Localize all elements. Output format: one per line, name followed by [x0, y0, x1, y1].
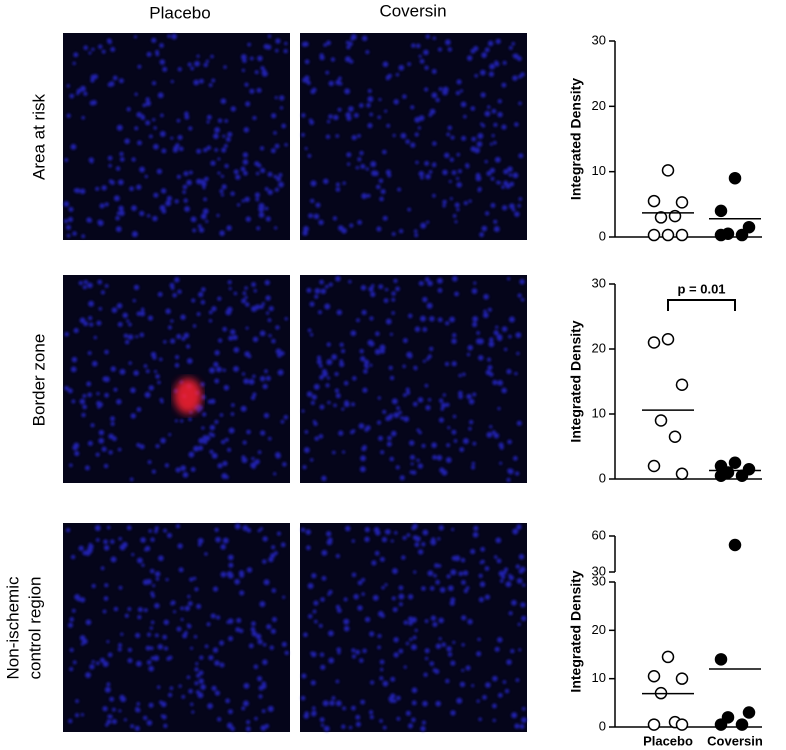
nuclei	[65, 523, 289, 732]
y-tick-label: 30	[592, 32, 606, 47]
y-tick-label: 10	[592, 670, 606, 685]
data-point	[728, 538, 742, 552]
nuclei	[64, 277, 289, 482]
nuclei	[300, 523, 527, 732]
data-point	[742, 706, 756, 719]
y-tick-label: 0	[599, 470, 606, 485]
y-tick-label: 20	[592, 622, 606, 637]
data-point	[728, 456, 742, 469]
y-tick-label: 20	[592, 340, 606, 355]
data-point	[675, 228, 689, 242]
y-axis-label: Integrated Density	[568, 320, 584, 442]
significance-bracket	[667, 299, 736, 311]
data-point	[647, 670, 661, 683]
data-point	[661, 228, 675, 242]
data-point	[735, 228, 749, 242]
y-tick-label: 60	[592, 527, 606, 542]
data-point	[647, 336, 661, 349]
y-axis-label: Integrated Density	[568, 570, 584, 692]
data-point	[742, 220, 756, 234]
y-tick-label: 10	[592, 405, 606, 420]
x-tick-label: Coversin	[707, 733, 763, 748]
data-point	[647, 718, 661, 731]
y-tick-label: 30	[592, 573, 606, 588]
data-point	[675, 467, 689, 481]
data-point	[714, 469, 728, 482]
data-point	[714, 718, 728, 731]
data-point	[654, 211, 668, 224]
data-point	[675, 378, 689, 391]
data-point	[735, 469, 749, 482]
micrograph	[63, 523, 290, 732]
x-tick-label: Placebo	[643, 733, 693, 748]
row-label: Area at risk	[29, 94, 48, 180]
data-point	[675, 718, 689, 731]
data-point	[714, 653, 728, 666]
red-stain	[174, 378, 202, 414]
data-point	[675, 672, 689, 685]
y-tick-label: 0	[599, 718, 606, 733]
row-label: Non-ischemic	[3, 576, 22, 679]
data-point	[661, 164, 675, 177]
data-point	[668, 430, 682, 443]
micrograph	[63, 33, 290, 240]
data-point	[728, 171, 742, 185]
column-label: Placebo	[149, 3, 210, 22]
column-label: Coversin	[379, 1, 446, 20]
data-point	[675, 196, 689, 209]
row-label: Border zone	[29, 334, 48, 427]
data-point	[661, 650, 675, 664]
data-point	[647, 459, 661, 473]
y-axis-label: Integrated Density	[568, 78, 584, 200]
y-tick-label: 10	[592, 163, 606, 178]
data-point	[735, 718, 749, 731]
y-tick-label: 30	[592, 275, 606, 290]
y-tick-label: 30	[592, 563, 606, 578]
y-tick-label: 0	[599, 228, 606, 243]
data-point	[654, 414, 668, 427]
row-label: control region	[25, 576, 44, 679]
data-point	[714, 228, 728, 242]
data-point	[661, 333, 675, 346]
data-point	[647, 194, 661, 208]
data-point	[647, 228, 661, 242]
data-point	[714, 204, 728, 218]
annotation: p = 0.01	[677, 281, 725, 296]
y-tick-label: 20	[592, 98, 606, 113]
nuclei	[301, 34, 525, 238]
